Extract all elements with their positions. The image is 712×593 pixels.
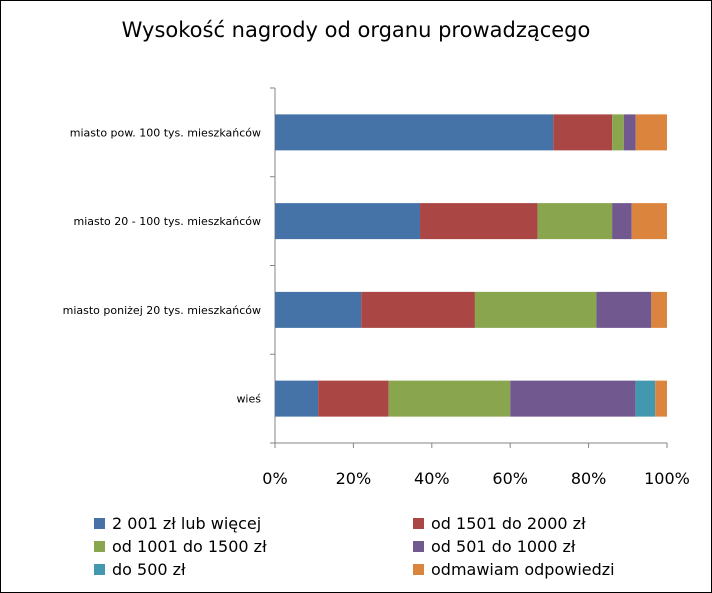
bar-segment xyxy=(596,291,652,328)
bar-segment xyxy=(631,203,667,240)
bar-segment xyxy=(388,380,511,417)
bar-segment xyxy=(537,203,613,240)
legend-item: od 501 do 1000 zł xyxy=(413,537,575,556)
bar-segment xyxy=(635,380,656,417)
bar-segment xyxy=(510,380,636,417)
bar-segment xyxy=(275,203,421,240)
x-tick-label: 0% xyxy=(262,469,287,488)
x-tick-label: 80% xyxy=(571,469,607,488)
x-tick-label: 100% xyxy=(644,469,690,488)
bar-segment xyxy=(655,380,667,417)
legend-swatch xyxy=(413,541,424,552)
bar-segment xyxy=(635,114,667,151)
bar-segment xyxy=(623,114,636,151)
x-tick-label: 60% xyxy=(492,469,528,488)
legend-label: do 500 zł xyxy=(112,560,186,579)
legend-item: od 1501 do 2000 zł xyxy=(413,514,586,533)
x-tick-label: 20% xyxy=(336,469,372,488)
bar-segment xyxy=(474,291,597,328)
legend-label: od 1501 do 2000 zł xyxy=(431,514,586,533)
legend-item: odmawiam odpowiedzi xyxy=(413,560,615,579)
legend-swatch xyxy=(94,518,105,529)
category-label: miasto 20 - 100 tys. mieszkańców xyxy=(74,215,262,228)
legend-swatch xyxy=(94,564,105,575)
bar-segment xyxy=(553,114,613,151)
bar-segment xyxy=(318,380,389,417)
legend-label: od 1001 do 1500 zł xyxy=(112,537,267,556)
legend-item: 2 001 zł lub więcej xyxy=(94,514,261,533)
legend-label: od 501 do 1000 zł xyxy=(431,537,576,556)
bar-segment xyxy=(275,114,554,151)
bar-segment xyxy=(275,291,362,328)
bar-segment xyxy=(420,203,538,240)
legend-label: 2 001 zł lub więcej xyxy=(112,514,262,533)
bar-segment xyxy=(361,291,475,328)
bar-segment xyxy=(612,203,632,240)
legend-item: do 500 zł xyxy=(94,560,186,579)
chart-title: Wysokość nagrody od organu prowadzącego xyxy=(121,18,591,42)
legend-label: odmawiam odpowiedzi xyxy=(431,560,615,579)
legend-swatch xyxy=(413,564,424,575)
legend-item: od 1001 do 1500 zł xyxy=(94,537,267,556)
category-label: wieś xyxy=(236,393,261,406)
legend-swatch xyxy=(413,518,424,529)
x-tick-label: 40% xyxy=(414,469,450,488)
bar-segment xyxy=(275,380,319,417)
legend-swatch xyxy=(94,541,105,552)
category-label: miasto pow. 100 tys. mieszkańców xyxy=(70,126,261,139)
bar-segment xyxy=(651,291,667,328)
category-label: miasto poniżej 20 tys. mieszkańców xyxy=(63,304,261,317)
bar-segment xyxy=(612,114,624,151)
